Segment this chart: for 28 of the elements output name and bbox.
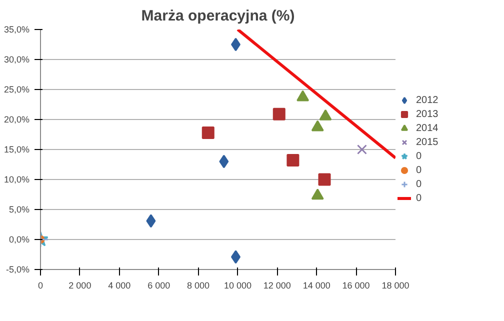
y-tick-label: 5,0%: [8, 204, 30, 214]
x-tick-label: 12 000: [263, 280, 291, 290]
y-tick-label: 10,0%: [4, 174, 30, 184]
legend-label: 2012: [416, 94, 438, 106]
y-tick-label: 25,0%: [4, 84, 30, 94]
x-tick-label: 18 000: [382, 280, 410, 290]
x-tick-label: 10 000: [224, 280, 252, 290]
x-tick-label: 6 000: [148, 280, 170, 290]
x-tick-label: 4 000: [108, 280, 131, 290]
legend-label: 2015: [416, 136, 438, 148]
y-tick-label: 20,0%: [4, 114, 30, 124]
x-tick-label: 14 000: [302, 280, 330, 290]
x-tick-label: 16 000: [342, 280, 370, 290]
legend-label: 2014: [416, 122, 438, 134]
legend-label: 0: [416, 164, 423, 176]
x-tick-label: 8 000: [187, 280, 210, 290]
legend-label: 0: [416, 192, 423, 204]
y-tick-label: 35,0%: [4, 24, 30, 34]
chart-title: Marża operacyjna (%): [141, 8, 295, 24]
y-tick-label: 0,0%: [8, 234, 30, 244]
x-tick-label: 0: [38, 280, 44, 290]
legend-label: 0: [416, 150, 423, 162]
legend-label: 0: [416, 178, 423, 190]
legend-label: 2013: [416, 108, 438, 120]
y-tick-label: -5,0%: [6, 264, 30, 274]
y-tick-label: 15,0%: [4, 144, 30, 154]
y-tick-label: 30,0%: [4, 54, 30, 64]
x-tick-label: 2 000: [68, 280, 92, 290]
